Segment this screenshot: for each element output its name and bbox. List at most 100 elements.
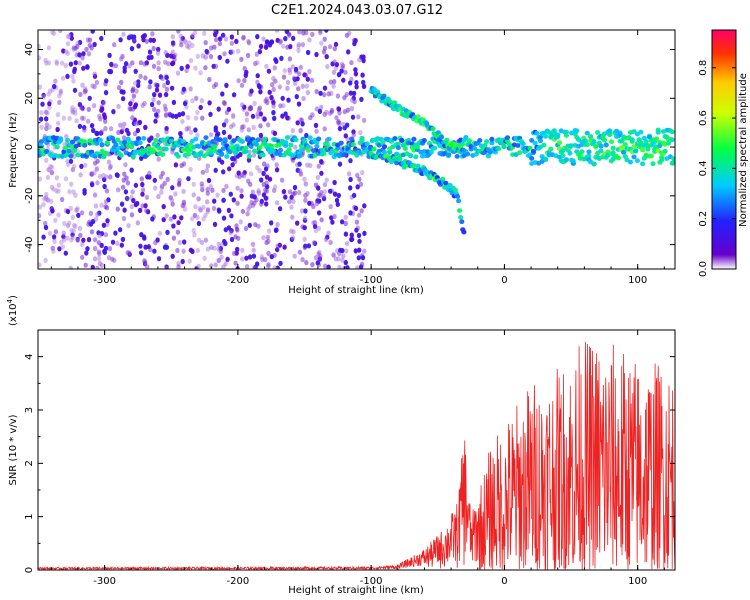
- noise-cell: [41, 94, 46, 100]
- noise-cell: [353, 71, 359, 77]
- noise-cell: [302, 215, 308, 221]
- noise-cell: [138, 243, 143, 249]
- noise-cell: [327, 44, 333, 50]
- carrier-cell: [129, 144, 135, 150]
- carrier-cell: [466, 138, 472, 144]
- carrier-cell: [541, 142, 547, 148]
- colorbar-tick-label: 0.0: [698, 261, 709, 277]
- carrier-cell: [359, 137, 365, 143]
- noise-cell: [43, 224, 49, 231]
- carrier-cell: [472, 146, 478, 151]
- noise-cell: [152, 92, 157, 98]
- noise-cell: [349, 60, 354, 66]
- noise-cell: [239, 188, 244, 194]
- carrier-cell: [588, 134, 594, 139]
- lower-branch-cell: [388, 159, 394, 165]
- noise-cell: [49, 184, 55, 190]
- noise-cell: [359, 261, 365, 267]
- noise-cell: [288, 44, 293, 50]
- noise-cell: [349, 106, 355, 112]
- noise-cell: [275, 243, 280, 249]
- carrier-cell: [217, 137, 223, 143]
- noise-cell: [92, 237, 98, 243]
- noise-cell: [193, 204, 198, 210]
- noise-cell: [283, 111, 288, 117]
- noise-cell: [290, 64, 296, 70]
- noise-cell: [135, 220, 140, 226]
- noise-cell: [151, 97, 156, 103]
- colorbar-tick-label: 0.6: [698, 110, 709, 126]
- carrier-cell: [168, 138, 174, 144]
- carrier-cell: [477, 138, 483, 143]
- noise-cell: [228, 191, 233, 197]
- noise-cell: [156, 193, 161, 200]
- noise-cell: [324, 30, 329, 33]
- noise-cell: [49, 198, 54, 204]
- carrier-cell: [163, 146, 169, 152]
- carrier-cell: [411, 136, 417, 142]
- noise-cell: [50, 208, 55, 214]
- noise-cell: [332, 213, 337, 220]
- snr-marks: [38, 341, 675, 570]
- noise-cell: [185, 64, 190, 70]
- noise-cell: [330, 219, 335, 225]
- carrier-cell: [222, 137, 228, 142]
- noise-cell: [116, 187, 121, 193]
- noise-cell: [348, 158, 353, 164]
- noise-cell: [247, 254, 253, 260]
- noise-cell: [107, 52, 112, 59]
- carrier-cell: [601, 137, 608, 143]
- colorbar-label: Normalized spectral amplitude: [738, 73, 749, 227]
- noise-cell: [285, 79, 291, 85]
- noise-cell: [129, 46, 135, 52]
- noise-cell: [286, 97, 291, 103]
- noise-cell: [102, 112, 107, 118]
- noise-cell: [193, 115, 199, 121]
- noise-cell: [299, 208, 305, 214]
- noise-cell: [75, 206, 80, 212]
- noise-cell: [69, 228, 74, 234]
- noise-cell: [171, 99, 177, 105]
- noise-cell: [346, 49, 351, 55]
- noise-cell: [77, 52, 82, 58]
- noise-cell: [225, 256, 230, 262]
- noise-cell: [152, 248, 157, 254]
- noise-cell: [229, 213, 234, 219]
- noise-cell: [216, 106, 221, 112]
- carrier-cell: [421, 138, 427, 143]
- noise-cell: [361, 79, 366, 85]
- noise-cell: [47, 104, 52, 111]
- noise-cell: [300, 121, 305, 127]
- upper-branch-cell: [387, 99, 393, 105]
- noise-cell: [104, 205, 110, 211]
- y-tick-label: -20: [24, 188, 35, 204]
- noise-cell: [103, 232, 109, 238]
- carrier-cell: [298, 147, 304, 153]
- noise-cell: [302, 176, 307, 182]
- noise-cell: [261, 235, 266, 241]
- carrier-cell: [627, 159, 634, 165]
- spectrogram-frame: [37, 29, 676, 270]
- noise-cell: [265, 122, 271, 128]
- noise-cell: [57, 99, 62, 105]
- noise-cell: [242, 77, 247, 84]
- noise-cell: [153, 240, 158, 246]
- colorbar-tick-label: 0.2: [698, 211, 709, 227]
- noise-cell: [133, 102, 139, 108]
- noise-cell: [270, 82, 275, 88]
- noise-cell: [191, 227, 196, 234]
- carrier-cell: [598, 148, 604, 154]
- noise-cell: [141, 37, 146, 43]
- carrier-cell: [269, 143, 275, 149]
- noise-cell: [358, 181, 364, 187]
- noise-cell: [323, 236, 329, 243]
- noise-cell: [39, 110, 44, 116]
- noise-cell: [322, 263, 328, 269]
- noise-cell: [181, 188, 186, 194]
- carrier-cell: [113, 142, 119, 148]
- carrier-cell: [243, 145, 249, 151]
- x-tick-label: -100: [360, 576, 383, 587]
- carrier-cell: [70, 139, 76, 145]
- noise-cell: [121, 126, 126, 132]
- noise-cell: [349, 232, 354, 238]
